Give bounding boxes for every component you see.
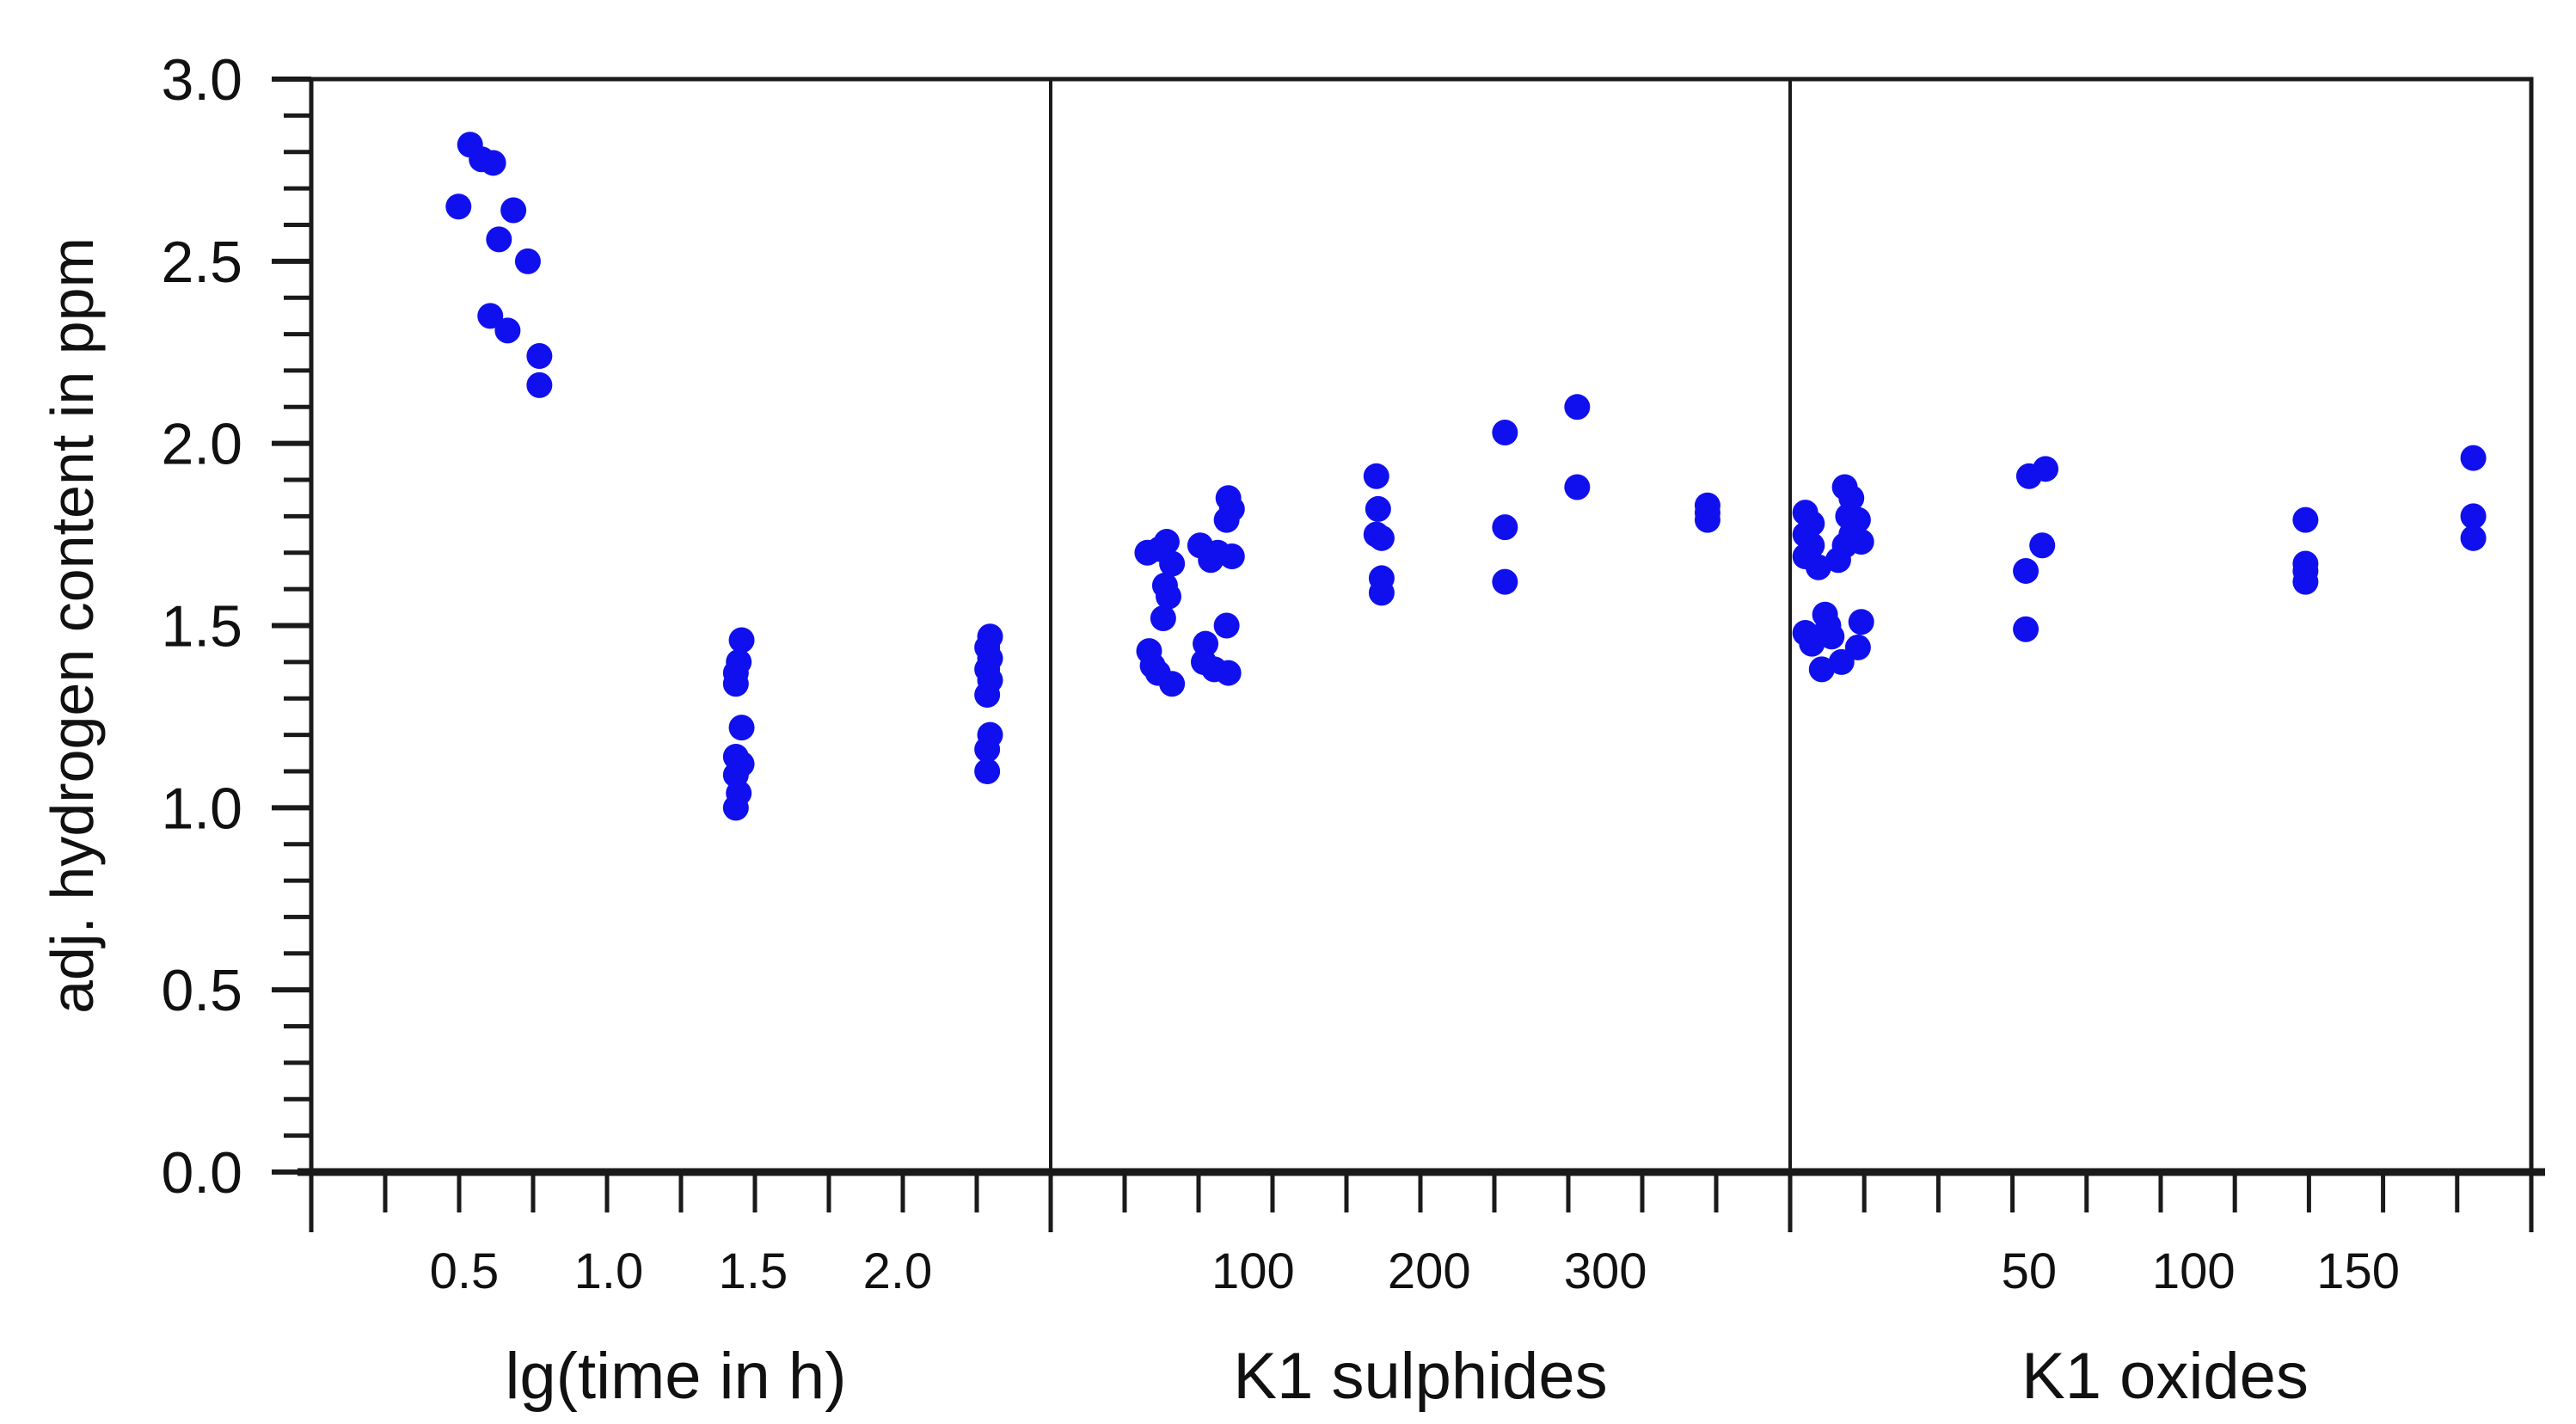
data-point xyxy=(2013,616,2039,642)
data-point xyxy=(722,671,749,697)
x-tick-label: 0.5 xyxy=(430,1243,500,1299)
data-point xyxy=(1808,656,1835,683)
data-point xyxy=(1363,463,1389,489)
data-point xyxy=(728,627,755,654)
x-tick-label: 300 xyxy=(1564,1243,1647,1299)
data-point xyxy=(2292,506,2319,533)
x-axis-title-time: lg(time in h) xyxy=(506,1340,847,1413)
data-point xyxy=(2033,456,2059,482)
data-point xyxy=(1828,648,1855,675)
data-point xyxy=(1492,514,1518,541)
data-point xyxy=(1805,554,1831,580)
data-point xyxy=(526,371,553,398)
data-point xyxy=(1368,580,1395,606)
x-axis-title-sulphides: K1 sulphides xyxy=(1233,1340,1607,1413)
data-point xyxy=(2292,568,2319,595)
x-tick-label: 1.5 xyxy=(719,1243,788,1299)
data-point xyxy=(2460,445,2487,471)
data-point xyxy=(2460,525,2487,551)
y-tick-label: 1.5 xyxy=(161,594,242,660)
data-point xyxy=(1492,568,1518,595)
data-point xyxy=(974,681,1001,708)
data-point xyxy=(1153,529,1180,555)
y-axis-title: adj. hydrogen content in ppm xyxy=(39,237,106,1014)
y-tick-label: 2.5 xyxy=(161,230,242,295)
data-point xyxy=(1365,495,1391,522)
data-point xyxy=(974,758,1001,784)
x-tick-label: 100 xyxy=(2152,1243,2236,1299)
x-tick-label: 2.0 xyxy=(863,1243,933,1299)
x-axis-title-oxides: K1 oxides xyxy=(2021,1340,2309,1413)
data-point xyxy=(1694,506,1720,533)
data-point xyxy=(722,795,749,821)
data-point xyxy=(1368,525,1395,551)
y-tick-label: 3.0 xyxy=(161,47,242,113)
x-tick-label: 1.0 xyxy=(574,1243,644,1299)
data-point xyxy=(486,226,512,253)
y-tick-label: 2.0 xyxy=(161,412,242,477)
data-point xyxy=(2013,557,2039,584)
data-point xyxy=(480,150,506,176)
data-point xyxy=(1564,474,1591,500)
data-point xyxy=(1218,543,1245,570)
data-point xyxy=(1213,612,1240,639)
data-point xyxy=(1848,609,1874,635)
x-tick-label: 50 xyxy=(2002,1243,2058,1299)
data-point xyxy=(1150,605,1176,632)
x-tick-label: 150 xyxy=(2316,1243,2400,1299)
y-tick-label: 1.0 xyxy=(161,776,242,841)
x-tick-label: 200 xyxy=(1388,1243,1471,1299)
data-point xyxy=(1156,583,1182,610)
data-point xyxy=(1159,550,1186,577)
y-tick-label: 0.0 xyxy=(161,1140,242,1206)
data-point xyxy=(1564,394,1591,420)
data-point xyxy=(728,715,755,741)
data-point xyxy=(2029,532,2056,559)
data-point xyxy=(1825,547,1851,574)
data-point xyxy=(1159,671,1186,697)
data-point xyxy=(477,303,504,329)
data-point xyxy=(1799,630,1825,657)
data-point xyxy=(974,736,1001,763)
data-point xyxy=(1215,660,1242,686)
x-axes: 0.5 1.0 1.5 2.0 100 200 300 50 100 150 xyxy=(309,1172,2534,1299)
x-tick-label: 100 xyxy=(1211,1243,1295,1299)
data-point xyxy=(1819,623,1845,650)
data-point xyxy=(1848,529,1874,555)
data-point xyxy=(494,317,521,344)
y-axis: 0.0 0.5 1.0 1.5 2.0 2.5 3.0 xyxy=(161,47,311,1206)
data-point xyxy=(500,197,527,224)
data-point xyxy=(1213,506,1240,533)
data-point xyxy=(2460,503,2487,530)
data-point xyxy=(514,248,541,274)
data-point xyxy=(1492,419,1518,445)
data-point xyxy=(445,193,472,220)
y-tick-label: 0.5 xyxy=(161,958,242,1023)
data-point xyxy=(1198,547,1224,574)
data-points xyxy=(445,132,2487,821)
data-point xyxy=(526,342,553,369)
